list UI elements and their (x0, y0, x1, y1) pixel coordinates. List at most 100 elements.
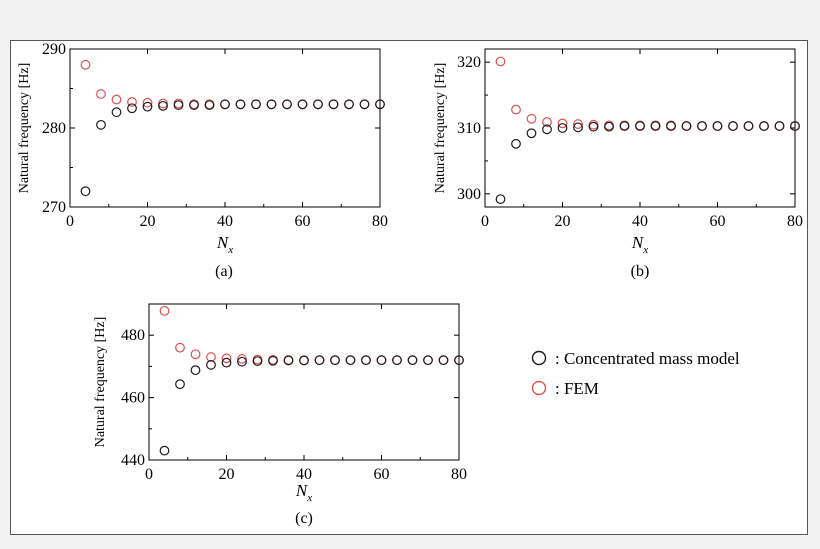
panel-b: 0 20 40 60 80 300 310 320 Natural frequency [Hz]… (433, 48, 803, 280)
concentrated-point-a (251, 99, 261, 110)
concentrated-point-a (189, 100, 199, 110)
fem-point-a (142, 97, 153, 108)
concentrated-point-b (542, 124, 552, 135)
legend-label-concentrated: : Concentrated mass model (555, 349, 740, 368)
concentrated-point-b (681, 121, 692, 131)
x-axis-label-c: Nx (295, 481, 312, 504)
concentrated-point-a (158, 100, 168, 111)
concentrated-point-c (159, 445, 170, 456)
fem-point-a (96, 89, 106, 99)
fem-point-b (526, 113, 537, 124)
panel-c: 0 20 40 60 80 440 460 480 Natural frequency [Hz]… (93, 303, 467, 527)
x-tick-label-a: 40 (217, 213, 233, 230)
concentrated-point-b (573, 122, 583, 133)
y-tick-label-c: 480 (121, 327, 145, 344)
x-tick-label-a: 80 (372, 213, 388, 230)
x-tick-label-c: 0 (145, 466, 153, 483)
concentrated-point-c (361, 355, 371, 366)
x-tick-label-c: 60 (374, 466, 390, 483)
concentrated-point-b (619, 121, 630, 131)
concentrated-point-a (266, 99, 277, 110)
y-tick-label-b: 310 (457, 120, 481, 137)
y-tick-label-a: 270 (42, 199, 66, 216)
fem-point-b (542, 117, 552, 127)
concentrated-point-b (743, 121, 754, 131)
concentrated-point-b (759, 121, 769, 131)
concentrated-point-c (454, 355, 464, 366)
fem-point-b (557, 118, 568, 129)
concentrated-point-c (423, 355, 433, 366)
concentrated-point-a (127, 103, 137, 114)
concentrated-point-b (495, 194, 506, 205)
x-tick-label-b: 60 (710, 213, 726, 230)
x-axis-label-a: Nx (216, 233, 233, 256)
concentrated-point-c (438, 355, 449, 366)
fem-point-c (206, 352, 216, 362)
fem-point-a (158, 98, 168, 109)
concentrated-point-a (328, 99, 339, 110)
concentrated-point-c (175, 379, 185, 390)
x-tick-label-c: 80 (451, 466, 467, 483)
x-tick-label-b: 40 (632, 213, 648, 230)
concentrated-point-b (712, 121, 723, 131)
concentrated-point-b (650, 121, 661, 131)
concentrated-point-a (173, 100, 184, 110)
concentrated-point-a (313, 99, 323, 110)
panel-caption-b: (b) (631, 263, 650, 280)
concentrated-point-c (345, 355, 356, 366)
concentrated-point-a (96, 119, 106, 130)
concentrated-point-a (359, 99, 370, 110)
x-axis-label-b: Nx (631, 233, 648, 256)
fem-point-b (588, 119, 599, 130)
y-axis-label-b: Natural frequency [Hz] (433, 63, 448, 194)
fem-point-c (221, 353, 232, 364)
concentrated-point-c (268, 355, 278, 366)
x-tick-label-b: 0 (481, 213, 489, 230)
concentrated-point-a (142, 101, 153, 112)
concentrated-point-c (392, 355, 402, 366)
concentrated-point-b (697, 121, 707, 131)
panel-caption-c: (c) (295, 510, 313, 527)
fem-point-b (495, 56, 506, 67)
concentrated-point-c (190, 365, 201, 376)
concentrated-point-c (376, 355, 387, 366)
y-tick-label-a: 280 (42, 120, 66, 137)
concentrated-point-a (80, 186, 91, 197)
concentrated-point-a (235, 99, 246, 110)
fem-point-b (573, 119, 583, 129)
concentrated-point-b (728, 121, 738, 131)
plot-area-b (484, 48, 796, 208)
concentrated-point-b (511, 138, 521, 149)
plot-area-a (69, 48, 381, 208)
concentrated-point-c (299, 355, 309, 366)
concentrated-point-a (282, 99, 292, 110)
y-tick-label-a: 290 (42, 41, 66, 58)
y-axis-label-c: Natural frequency [Hz] (93, 317, 108, 448)
x-tick-label-c: 40 (296, 466, 312, 483)
fem-point-b (511, 104, 521, 115)
x-tick-label-a: 60 (295, 213, 311, 230)
concentrated-point-a (375, 99, 385, 110)
y-tick-label-b: 320 (457, 54, 481, 71)
concentrated-point-c (252, 356, 263, 366)
y-tick-label-c: 460 (121, 390, 145, 407)
concentrated-point-c (314, 355, 325, 366)
concentrated-point-b (526, 128, 537, 139)
concentrated-point-b (666, 121, 676, 131)
x-tick-label-c: 20 (219, 466, 235, 483)
concentrated-point-b (790, 121, 800, 131)
concentrated-point-a (111, 107, 122, 118)
fem-point-a (80, 59, 91, 70)
concentrated-point-c (221, 357, 232, 368)
concentrated-point-b (635, 121, 645, 131)
y-tick-label-b: 300 (457, 186, 481, 203)
x-tick-label-a: 20 (140, 213, 156, 230)
fem-point-a (111, 94, 122, 105)
plot-area-c (148, 303, 460, 461)
legend: : Concentrated mass model : FEM (531, 349, 740, 398)
x-tick-label-b: 20 (555, 213, 571, 230)
concentrated-point-b (774, 121, 785, 131)
concentrated-point-a (204, 100, 215, 110)
concentrated-point-b (557, 123, 568, 133)
